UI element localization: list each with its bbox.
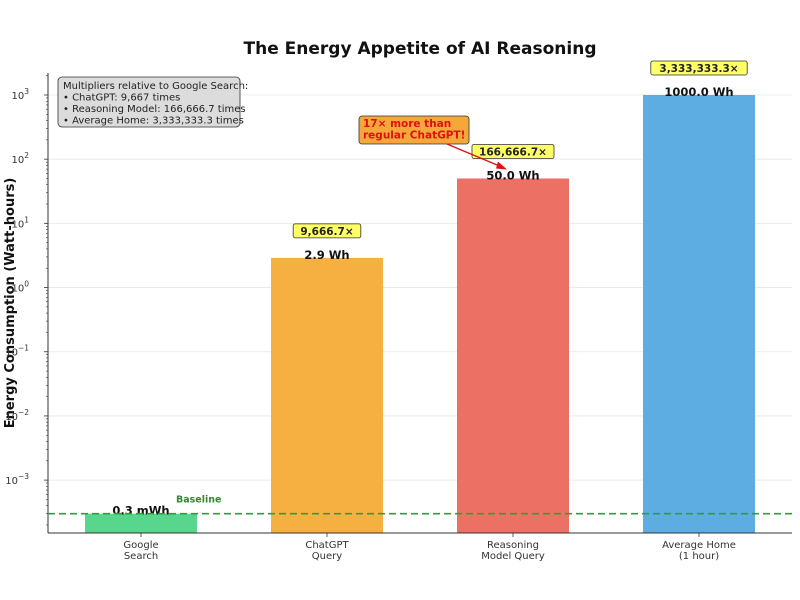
axes (47, 73, 792, 534)
y-tick-label: 10−2 (5, 408, 29, 423)
y-tick-label: 10−3 (5, 472, 29, 487)
x-tick-label: Google Search (123, 540, 158, 562)
multiplier-badge (471, 144, 555, 159)
value-label: 50.0 Wh (486, 168, 539, 182)
y-axis-label: Energy Consumption (Watt-hours) (3, 178, 18, 429)
info-box: Multipliers relative to Google Search:• … (57, 76, 248, 128)
bar (457, 178, 569, 533)
multiplier-badge (650, 60, 748, 76)
y-tick-label: 102 (11, 151, 29, 166)
multiplier-label: 9,666.7× (300, 226, 353, 238)
baseline-label: Baseline (176, 495, 221, 506)
multiplier-label: 3,333,333.3× (659, 63, 738, 75)
value-label: 1000.0 Wh (664, 85, 733, 99)
value-label: 0.3 mWh (112, 504, 169, 518)
x-tick-label: ChatGPT Query (305, 540, 349, 562)
bar (271, 257, 383, 533)
y-tick-label: 100 (11, 280, 29, 295)
info-box-line: • Reasoning Model: 166,666.7 times (63, 104, 246, 115)
y-ticks: 10−3 10−2 10−1 100 101 102 103 (5, 75, 48, 526)
chart-title: The Energy Appetite of AI Reasoning (244, 39, 597, 59)
callout-line: 17× more than (363, 118, 451, 130)
y-tick-label: 101 (11, 215, 29, 230)
multiplier-badge (292, 223, 362, 239)
bar (643, 94, 755, 533)
x-tick-label: Average Home (1 hour) (662, 540, 736, 562)
baseline: Baseline (48, 495, 792, 515)
bars (85, 94, 755, 533)
multiplier-label: 166,666.7× (479, 146, 547, 158)
y-tick-label: 10−1 (5, 344, 29, 359)
info-box-line: • Average Home: 3,333,333.3 times (63, 116, 244, 127)
data-labels: 0.3 mWh 2.9 Wh 9,666.7× 50.0 Wh 166,666.7× 10… (112, 60, 748, 518)
info-box-line: • ChatGPT: 9,667 times (63, 93, 180, 104)
callout-arrowhead (496, 161, 507, 170)
x-category-labels: Google Search ChatGPT Query Reasoning Model Q… (123, 533, 736, 562)
value-label: 2.9 Wh (304, 248, 349, 262)
callout-line: regular ChatGPT! (363, 130, 465, 142)
callout-box (358, 115, 470, 145)
x-tick-label: Reasoning Model Query (481, 540, 545, 562)
info-box-line: Multipliers relative to Google Search: (63, 81, 248, 92)
bar (85, 513, 197, 533)
y-tick-label: 103 (11, 87, 29, 102)
info-box-background (57, 76, 241, 128)
callout-arrow (446, 143, 504, 169)
